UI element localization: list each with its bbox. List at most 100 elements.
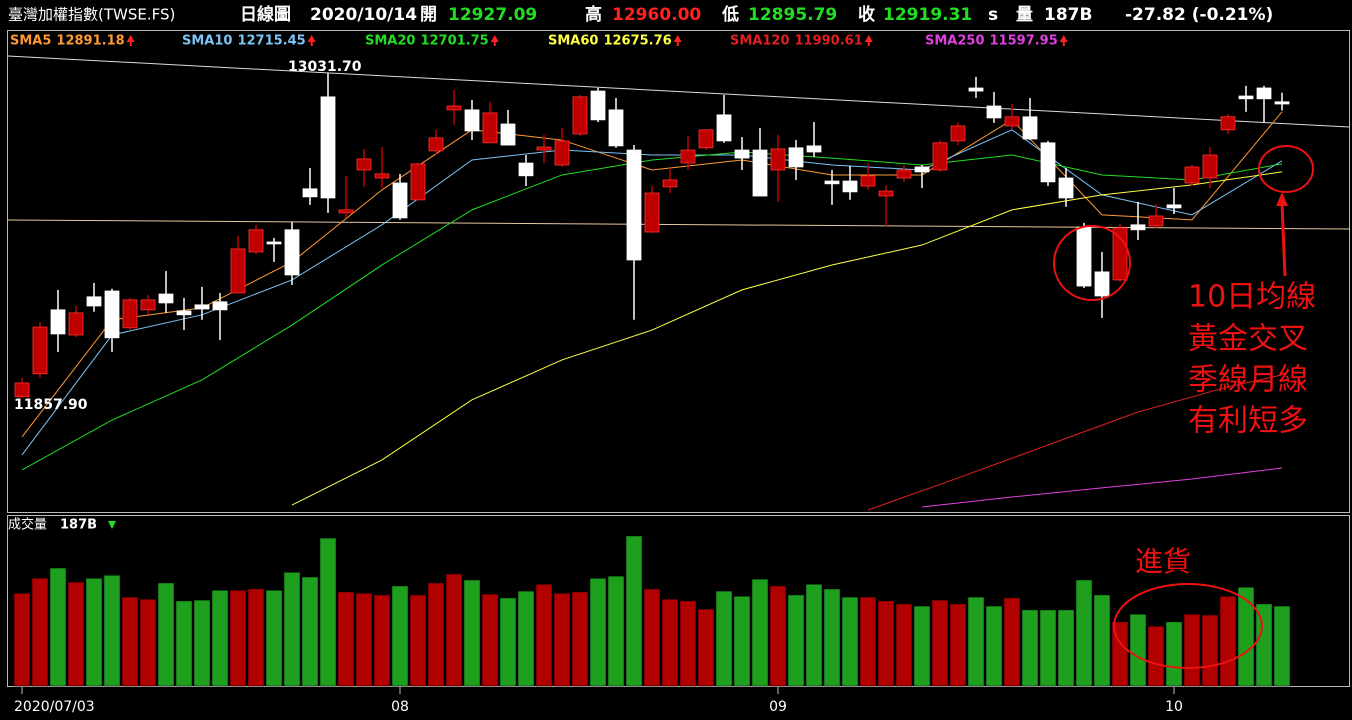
volume-bar xyxy=(967,596,985,687)
volume-bar xyxy=(715,590,733,687)
up-arrow xyxy=(673,35,682,42)
candle-body xyxy=(860,175,876,187)
candle-body xyxy=(626,149,642,261)
volume-bar xyxy=(553,592,571,687)
volume-bar xyxy=(1021,609,1039,687)
volume-bar xyxy=(643,588,661,687)
candle-body xyxy=(248,229,264,253)
up-arrow-stem xyxy=(310,41,313,46)
header-item: 低 xyxy=(721,4,739,25)
volume-bar xyxy=(427,582,445,687)
volume-bar xyxy=(1039,609,1057,687)
candle-body xyxy=(698,129,714,149)
ma-legend-value: 12891.18 xyxy=(56,34,124,49)
ma-legend-value: 12715.45 xyxy=(237,34,305,49)
volume-bar xyxy=(283,572,301,687)
ma-legend-name: SMA60 xyxy=(548,34,598,49)
volume-bar xyxy=(949,603,967,687)
x-tick-label: 10 xyxy=(1165,699,1183,715)
ma-legend-name: SMA120 xyxy=(730,34,790,49)
volume-bar xyxy=(841,596,859,687)
volume-bar xyxy=(1237,587,1255,687)
ma-legend-value: 11597.95 xyxy=(990,34,1058,49)
volume-bar xyxy=(211,589,229,687)
up-arrow-stem xyxy=(867,41,870,46)
volume-bar xyxy=(913,605,931,687)
header-item: 12927.09 xyxy=(448,5,537,25)
header-item: s xyxy=(988,5,998,25)
volume-bar xyxy=(1075,579,1093,687)
candle-body xyxy=(536,146,552,151)
candle-body xyxy=(680,149,696,164)
header-item: 187B xyxy=(1044,5,1092,25)
candle-body xyxy=(1130,224,1146,231)
header-item: 2020/10/14 xyxy=(310,5,417,25)
highlight-circle xyxy=(1053,225,1131,301)
volume-bar xyxy=(625,535,643,687)
header-item: 12919.31 xyxy=(883,5,972,25)
volume-bar xyxy=(1129,613,1147,687)
volume-bar xyxy=(535,584,553,687)
volume-bar xyxy=(571,591,589,687)
volume-bar xyxy=(391,585,409,687)
candle-body xyxy=(284,229,300,276)
volume-bar xyxy=(769,585,787,687)
candle-body xyxy=(824,180,840,185)
candle-body xyxy=(428,137,444,152)
volume-bar xyxy=(67,581,85,687)
candle-body xyxy=(338,209,354,214)
candle-body xyxy=(644,192,660,233)
volume-bar xyxy=(1201,614,1219,687)
candle-body xyxy=(734,149,750,159)
candle-body xyxy=(500,123,516,146)
volume-bar xyxy=(319,537,337,687)
volume-bar xyxy=(517,590,535,687)
candle-body xyxy=(1148,215,1164,227)
volume-bar xyxy=(157,582,175,687)
up-arrow xyxy=(490,35,499,42)
candle-body xyxy=(878,190,894,197)
volume-bar xyxy=(931,599,949,687)
ma-line xyxy=(291,171,1283,506)
candle-body xyxy=(752,149,768,197)
price-panel xyxy=(7,30,1350,513)
candle-body xyxy=(410,163,426,201)
volume-bar xyxy=(1093,594,1111,687)
candle-body xyxy=(1220,116,1236,131)
candle-body xyxy=(662,179,678,188)
volume-bar xyxy=(589,578,607,687)
volume-bar xyxy=(859,596,877,687)
up-arrow-stem xyxy=(493,41,496,46)
candle-body xyxy=(446,105,462,111)
candle-body xyxy=(1202,154,1218,179)
candle-body xyxy=(1058,177,1074,199)
candle-body xyxy=(914,166,930,173)
candle-body xyxy=(1076,226,1092,287)
volume-bar xyxy=(481,593,499,687)
candle-body xyxy=(896,169,912,179)
candle-body xyxy=(1274,101,1290,105)
volume-bar xyxy=(409,594,427,687)
volume-bar xyxy=(679,600,697,687)
header-item: 收 xyxy=(858,4,875,25)
volume-bar xyxy=(607,575,625,687)
candle-body xyxy=(14,382,30,398)
header-item: 日線圖 xyxy=(240,4,291,25)
candle-body xyxy=(1256,87,1272,100)
volume-bar xyxy=(877,600,895,687)
volume-title: 成交量 xyxy=(8,517,47,533)
candle-body xyxy=(230,248,246,294)
volume-bar xyxy=(985,605,1003,687)
volume-bar xyxy=(463,579,481,687)
volume-bar xyxy=(265,589,283,687)
volume-bar xyxy=(823,588,841,687)
highlight-circle xyxy=(1258,145,1314,193)
highlight-circle xyxy=(1113,583,1263,669)
ma-line xyxy=(867,374,1283,511)
candle-body xyxy=(932,142,948,171)
note: 有利短多 xyxy=(1188,404,1308,439)
candle-body xyxy=(1022,116,1038,140)
volume-bar xyxy=(733,595,751,687)
volume-bar xyxy=(229,589,247,687)
ma-legend-value: 12701.75 xyxy=(420,34,488,49)
